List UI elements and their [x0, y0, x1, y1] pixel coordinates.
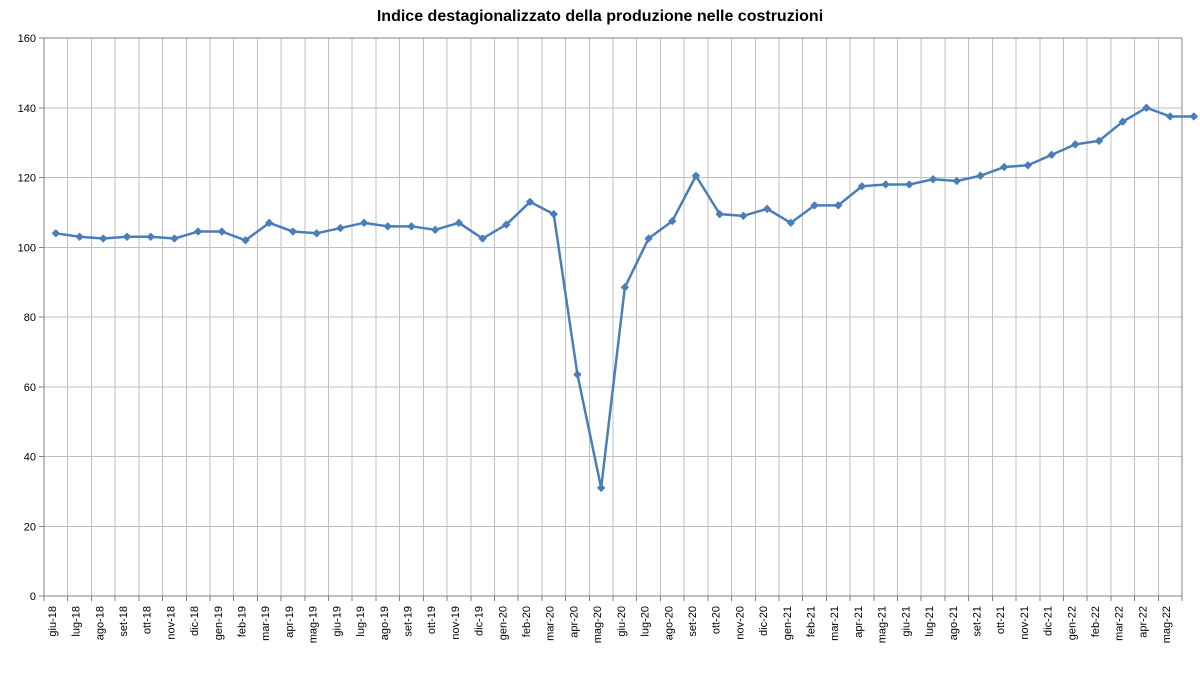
x-tick-label: dic-18 — [189, 606, 201, 636]
y-tick-label: 160 — [18, 33, 36, 45]
y-tick-label: 40 — [24, 452, 36, 464]
chart-svg: 0 20 40 60 80 100 120 140 160 giu-18 lug-18 ago-18… — [0, 0, 1200, 690]
grid-layer — [44, 38, 1182, 596]
x-tick-label: dic-21 — [1043, 606, 1055, 636]
series-marker — [123, 233, 130, 240]
x-tick-label: set-20 — [687, 606, 699, 637]
y-tick-label: 0 — [30, 591, 36, 603]
series-marker — [313, 230, 320, 237]
series-marker — [432, 226, 439, 233]
x-tick-label: ago-20 — [663, 606, 675, 640]
x-tick-label: lug-21 — [924, 606, 936, 637]
series-marker — [171, 235, 178, 242]
x-tick-label: apr-19 — [284, 606, 296, 638]
series-marker — [361, 219, 368, 226]
series-marker — [1024, 162, 1031, 169]
x-tick-label: nov-18 — [165, 606, 177, 640]
y-tick-label: 20 — [24, 521, 36, 533]
x-tick-label: gen-20 — [497, 606, 509, 640]
series-marker — [76, 233, 83, 240]
y-tick-label: 140 — [18, 103, 36, 115]
y-tick-label: 120 — [18, 173, 36, 185]
x-tick-label: lug-20 — [640, 606, 652, 637]
series-marker — [408, 223, 415, 230]
series-marker — [977, 172, 984, 179]
x-tick-label: mar-19 — [260, 606, 272, 641]
y-tick-label: 100 — [18, 242, 36, 254]
x-tick-label: gen-21 — [782, 606, 794, 640]
x-tick-label: dic-19 — [474, 606, 486, 636]
series-marker — [953, 177, 960, 184]
x-tick-label: giu-21 — [900, 606, 912, 637]
series-marker — [337, 225, 344, 232]
x-tick-label: gen-22 — [1066, 606, 1078, 640]
x-tick-label: ott-19 — [426, 606, 438, 634]
series-marker — [384, 223, 391, 230]
x-tick-label: apr-21 — [853, 606, 865, 638]
series-marker — [289, 228, 296, 235]
x-tick-label: ott-20 — [711, 606, 723, 634]
x-tick-label: giu-19 — [331, 606, 343, 637]
x-tick-label: set-21 — [971, 606, 983, 637]
x-tick-label: giu-20 — [616, 606, 628, 637]
x-tick-label: mag-22 — [1161, 606, 1173, 643]
x-tick-label: set-18 — [118, 606, 130, 637]
x-tick-label: nov-21 — [1019, 606, 1031, 640]
x-tick-label: ott-18 — [142, 606, 154, 634]
x-tick-label: set-19 — [402, 606, 414, 637]
series-marker — [882, 181, 889, 188]
series-marker — [598, 484, 605, 491]
x-tick-label: lug-18 — [71, 606, 83, 637]
series-marker — [930, 176, 937, 183]
x-tick-label: mag-21 — [877, 606, 889, 643]
y-tick-label: 60 — [24, 382, 36, 394]
x-tick-label: mag-19 — [308, 606, 320, 643]
series-marker — [1190, 113, 1197, 120]
x-tick-label: nov-20 — [734, 606, 746, 640]
series-marker — [100, 235, 107, 242]
series-marker — [1167, 113, 1174, 120]
series-marker — [740, 212, 747, 219]
x-tick-label: ott-21 — [995, 606, 1007, 634]
x-tick-label: apr-22 — [1137, 606, 1149, 638]
x-tick-label: feb-20 — [521, 606, 533, 637]
x-tick-label: feb-21 — [806, 606, 818, 637]
x-tick-label: ago-18 — [94, 606, 106, 640]
plot-layer — [56, 108, 1194, 488]
y-axis: 0 20 40 60 80 100 120 140 160 — [18, 33, 44, 603]
x-axis: giu-18 lug-18 ago-18 set-18 ott-18 nov-18 dic-… — [44, 596, 1182, 643]
x-tick-label: apr-20 — [568, 606, 580, 638]
x-tick-label: mar-21 — [829, 606, 841, 641]
series-marker — [1072, 141, 1079, 148]
x-tick-label: mag-20 — [592, 606, 604, 643]
series-marker — [147, 233, 154, 240]
x-tick-label: mar-20 — [545, 606, 557, 641]
y-tick-label: 80 — [24, 312, 36, 324]
series-marker — [906, 181, 913, 188]
x-tick-label: mar-22 — [1114, 606, 1126, 641]
series-marker — [1001, 164, 1008, 171]
series-marker — [218, 228, 225, 235]
x-tick-label: ago-21 — [948, 606, 960, 640]
x-tick-label: dic-20 — [758, 606, 770, 636]
series-line — [56, 108, 1194, 488]
x-tick-label: lug-19 — [355, 606, 367, 637]
series-marker — [574, 371, 581, 378]
x-tick-label: feb-19 — [237, 606, 249, 637]
series-marker — [52, 230, 59, 237]
chart-container: Indice destagionalizzato della produzion… — [0, 0, 1200, 690]
series-marker — [1048, 151, 1055, 158]
x-tick-label: gen-19 — [213, 606, 225, 640]
x-tick-label: feb-22 — [1090, 606, 1102, 637]
x-tick-label: giu-18 — [47, 606, 59, 637]
x-tick-label: ago-19 — [379, 606, 391, 640]
x-tick-label: nov-19 — [450, 606, 462, 640]
series-marker — [195, 228, 202, 235]
